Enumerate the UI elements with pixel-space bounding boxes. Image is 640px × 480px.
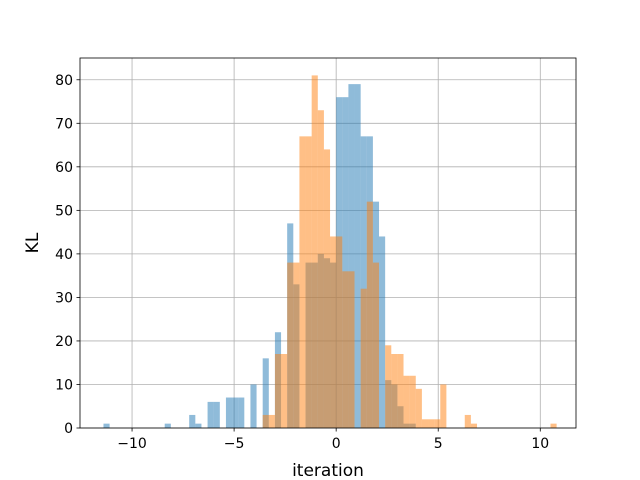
histogram-bar-series-2 [372,262,380,428]
histogram-bar-series-2 [336,236,343,428]
histogram-bar-series-1 [342,97,349,429]
plot-frame [79,57,577,429]
histogram-bar-series-1 [250,384,257,428]
histogram-bar-series-1 [225,397,233,428]
x-tick-label: 5 [434,436,443,452]
x-tick-label: −10 [117,436,147,452]
histogram-bar-series-2 [268,414,275,428]
histogram-bar-series-2 [366,201,373,428]
histogram-bars [103,75,557,429]
histogram-bar-series-2 [274,354,282,428]
y-tick-label: 60 [55,160,73,176]
histogram-bar-series-2 [415,388,422,428]
histogram-bar-series-2 [385,345,392,428]
histogram-bar-series-2 [360,288,367,428]
x-tick-label: 0 [332,436,341,452]
y-tick-label: 70 [55,116,73,132]
y-tick-label: 0 [64,421,73,437]
histogram-bar-series-2 [397,354,404,428]
histogram-bar-series-2 [317,110,324,428]
histogram-bar-series-2 [464,414,471,428]
histogram-bar-series-2 [440,384,447,428]
histogram-bar-series-1 [232,397,239,428]
y-axis-label: KL [23,232,43,253]
histogram-bar-series-1 [360,136,367,428]
histogram-bar-series-2 [409,375,416,428]
histogram-bar-series-2 [470,423,478,428]
histogram-bar-series-1 [238,397,245,428]
histogram-bar-series-1 [354,84,361,428]
histogram-bar-series-1 [262,358,269,428]
y-tick-label: 30 [55,290,73,306]
histogram-bar-series-2 [550,423,557,428]
x-tick-label: −5 [224,436,245,452]
histogram-bar-series-2 [262,414,269,428]
histogram-bar-series-2 [348,271,355,428]
x-axis-label: iteration [292,461,364,480]
y-tick-label: 10 [55,377,73,393]
histogram-bar-series-2 [323,149,331,429]
histogram-bar-series-2 [342,271,349,428]
y-tick-label: 40 [55,247,73,263]
y-tick-label: 80 [55,73,73,89]
x-tick-label: 10 [531,436,549,452]
histogram-bar-series-2 [428,419,435,428]
histogram-bar-series-2 [391,354,398,428]
histogram-bar-series-2 [287,262,294,428]
histogram-bar-series-1 [189,414,196,428]
histogram-bar-series-1 [348,84,355,428]
histogram-bar-series-2 [299,136,306,428]
histogram-bar-series-2 [305,136,312,428]
y-tick-label: 20 [55,334,73,350]
histogram-bar-series-2 [434,419,441,428]
histogram-bar-series-2 [311,75,318,428]
histogram-bar-series-1 [379,236,386,428]
histogram-bar-series-1 [207,401,214,428]
histogram-bar-series-2 [330,236,337,428]
histogram-bar-series-1 [164,423,171,428]
histogram-bar-series-2 [293,262,300,428]
histogram-bar-series-1 [195,423,202,428]
histogram-bar-series-2 [281,354,288,428]
y-tick-label: 50 [55,203,73,219]
histogram-bar-series-1 [103,423,110,428]
histogram-bar-series-1 [213,401,220,428]
histogram-bar-series-2 [403,375,410,428]
axis-ticks: −10 −5 0 5 10 0 10 20 30 40 50 60 70 80 [55,73,549,452]
histogram-bar-series-2 [421,419,429,428]
